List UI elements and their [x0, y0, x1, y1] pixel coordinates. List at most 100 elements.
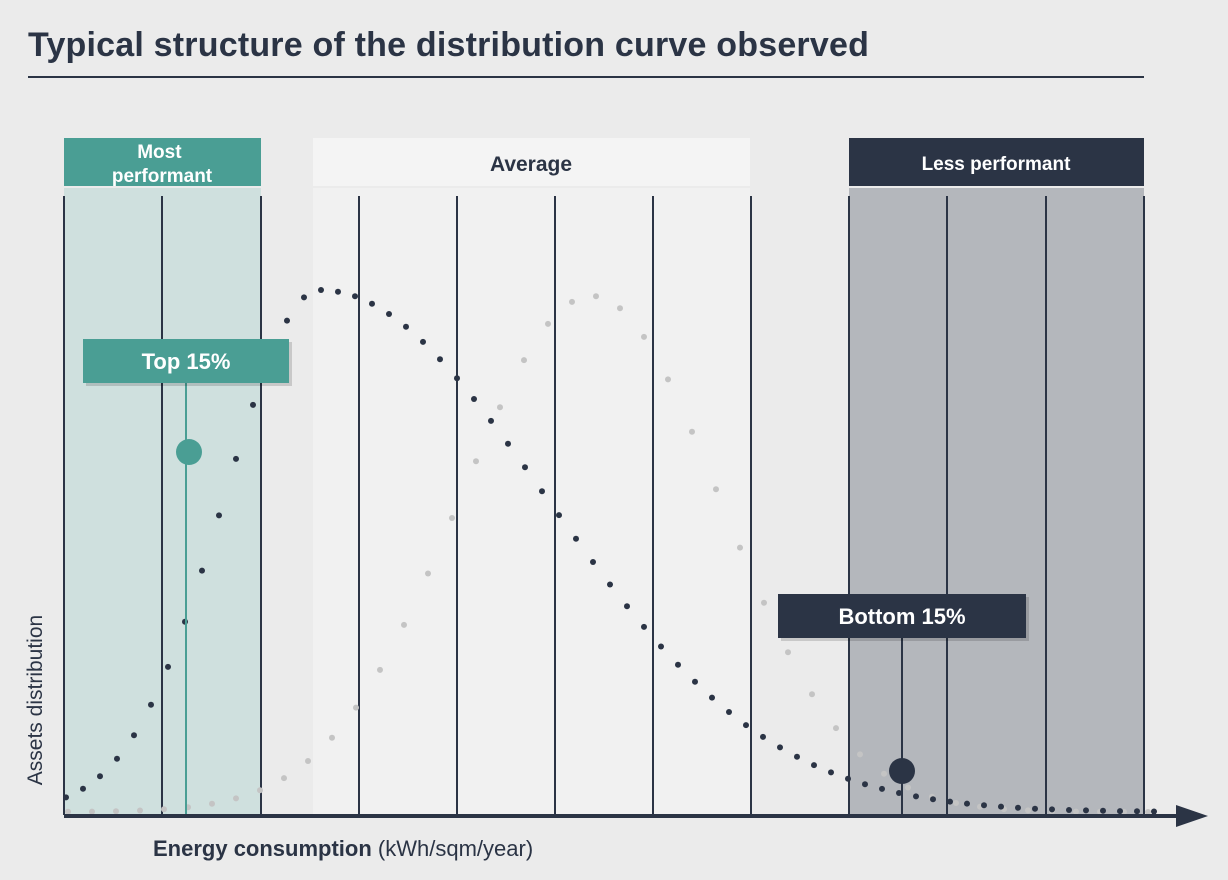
curve-dot: [521, 357, 527, 364]
curve-dot: [1151, 808, 1157, 815]
zone-average-header: [313, 138, 750, 186]
curve-dot: [675, 661, 681, 668]
zone-less-performant-bg: [849, 188, 1144, 815]
curve-dot: [209, 800, 215, 807]
curve-dot: [250, 401, 256, 408]
curve-dot: [1032, 805, 1038, 812]
y-axis-label: Assets distribution: [24, 614, 47, 786]
curve-dot: [624, 603, 630, 610]
curve-dot: [80, 785, 86, 792]
curve-dot: [401, 621, 407, 628]
curve-dot: [811, 762, 817, 769]
curve-dot: [89, 808, 95, 815]
curve-dot: [352, 293, 358, 300]
bottom-15-marker: [889, 758, 915, 784]
curve-dot: [794, 753, 800, 760]
curve-dot: [369, 300, 375, 307]
curve-dot: [845, 775, 851, 782]
curve-dot: [713, 486, 719, 493]
curve-dot: [329, 734, 335, 741]
curve-dot: [216, 512, 222, 519]
curve-dot: [114, 755, 120, 762]
curve-dot: [777, 744, 783, 751]
x-axis-label-unit: (kWh/sqm/year): [377, 836, 534, 861]
x-axis-arrow-icon: [1176, 805, 1208, 827]
curve-dot: [785, 649, 791, 656]
curve-dot: [335, 288, 341, 295]
curve-dot: [726, 709, 732, 715]
curve-dot: [1145, 809, 1151, 815]
curve-dot: [737, 544, 743, 551]
top-15-marker: [176, 439, 202, 465]
curve-dot: [953, 800, 959, 806]
curve-dot: [862, 781, 868, 788]
curve-dot: [760, 733, 766, 740]
curve-dot: [593, 293, 599, 300]
title-divider: [28, 76, 1144, 78]
curve-dot: [488, 417, 494, 424]
curve-dot: [809, 691, 815, 698]
curve-dot: [301, 294, 307, 301]
curve-dot: [437, 356, 443, 363]
curve-dot: [617, 305, 623, 312]
curve-dot: [905, 784, 911, 791]
top-15-label: Top 15%: [142, 349, 231, 374]
curve-dot: [161, 806, 167, 813]
x-axis-label-main: Energy consumption: [153, 836, 372, 861]
curve-dot: [761, 599, 767, 606]
curve-dot: [97, 773, 103, 780]
page-title: Typical structure of the distribution cu…: [28, 26, 870, 64]
curve-dot: [63, 794, 69, 801]
curve-dot: [981, 802, 987, 809]
curve-dot: [573, 535, 579, 542]
curve-dot: [233, 455, 239, 462]
curve-dot: [318, 287, 324, 293]
curve-dot: [497, 404, 503, 411]
curve-dot: [386, 311, 392, 317]
curve-dot: [425, 570, 431, 577]
curve-dot: [658, 643, 664, 650]
zone-average-bg: [313, 188, 750, 815]
vertical-grid-lines: [63, 196, 1145, 815]
bottom-15-label: Bottom 15%: [838, 604, 965, 629]
curve-dot: [743, 722, 749, 729]
curve-dot: [1073, 808, 1079, 815]
curve-dot: [403, 323, 409, 330]
curve-dot: [607, 581, 613, 588]
curve-dot: [964, 800, 970, 807]
top-15-callout: [83, 339, 289, 383]
curve-dot: [165, 663, 171, 670]
curve-dot: [1025, 807, 1031, 814]
curve-dot: [896, 790, 902, 796]
curve-dot: [692, 678, 698, 685]
zone-less-performant-label: Less performant: [922, 154, 1072, 175]
curve-dot: [257, 787, 263, 794]
curve-dot: [1117, 808, 1123, 815]
bottom-15-callout: [778, 594, 1026, 638]
curve-dot: [998, 803, 1004, 810]
curve-dot: [454, 375, 460, 382]
curve-dot: [569, 298, 575, 305]
curve-dot: [284, 317, 290, 324]
curve-dot: [522, 464, 528, 471]
curve-dot: [113, 808, 119, 815]
curve-dot: [879, 785, 885, 792]
curve-dot: [913, 793, 919, 800]
curve-dot: [590, 559, 596, 565]
x-axis-label: Energy consumption (kWh/sqm/year): [153, 836, 533, 862]
curve-dot: [131, 732, 137, 739]
curve-dot: [377, 666, 383, 673]
curve-dot: [1100, 807, 1106, 814]
curve-dot: [65, 808, 71, 815]
curve-dot: [689, 428, 695, 435]
zone-most-performant-header: [64, 138, 261, 186]
curve-dot: [930, 796, 936, 803]
curve-dot: [471, 396, 477, 402]
zone-average-label: Average: [490, 153, 572, 176]
curve-dot: [281, 775, 287, 782]
curve-dot: [545, 320, 551, 327]
zone-most-performant-label: Most performant: [112, 142, 213, 187]
curve-dot: [449, 515, 455, 521]
curve-dot: [148, 701, 154, 708]
